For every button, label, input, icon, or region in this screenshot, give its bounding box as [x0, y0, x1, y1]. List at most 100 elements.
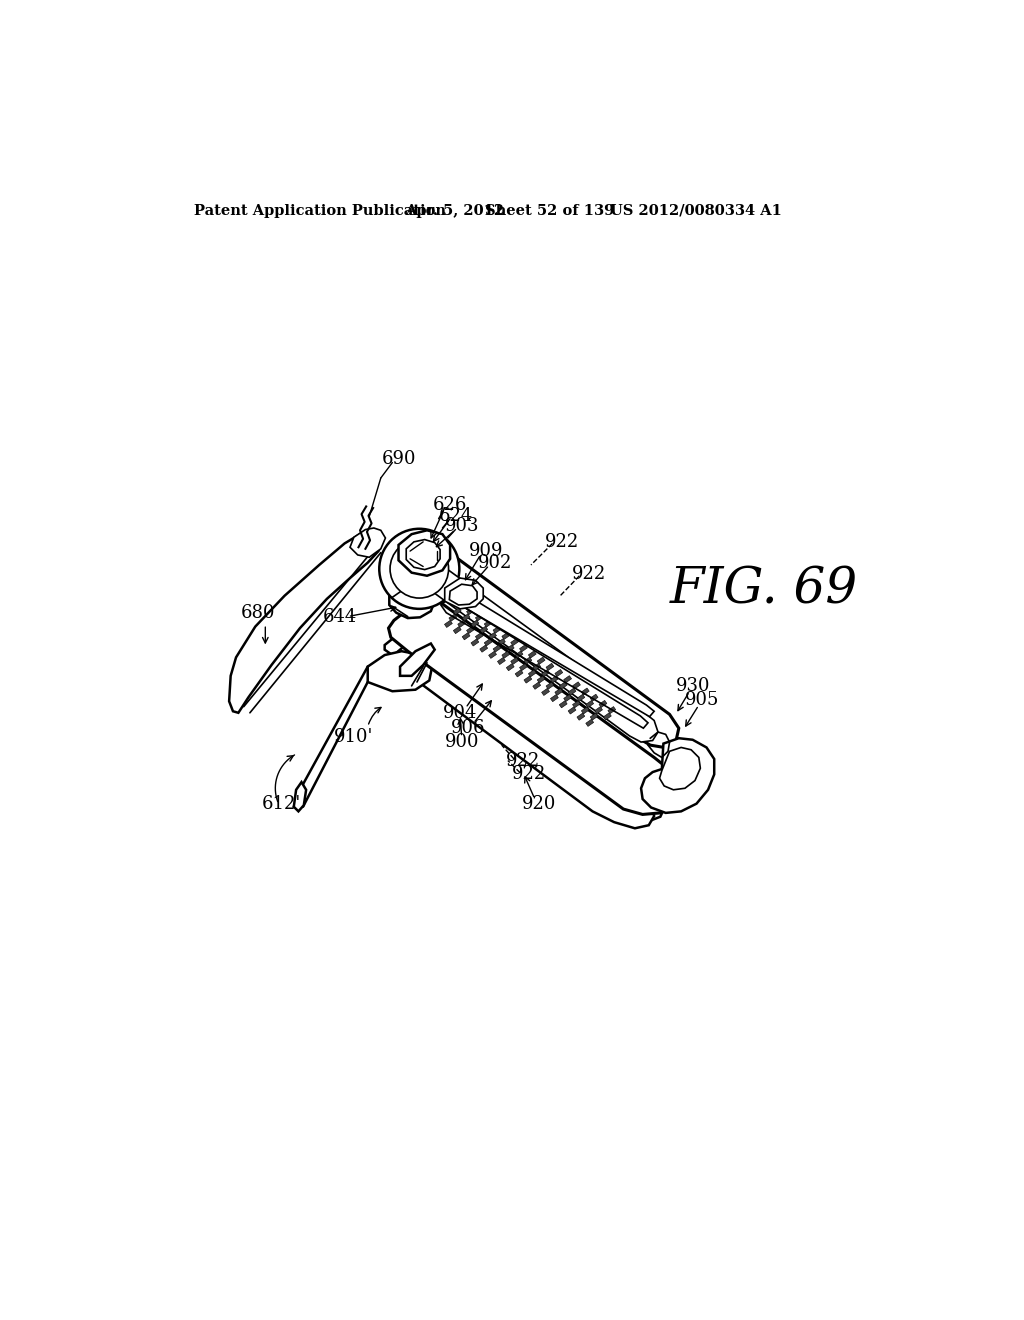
- Polygon shape: [568, 708, 575, 714]
- Polygon shape: [229, 531, 383, 713]
- Polygon shape: [542, 688, 550, 696]
- Polygon shape: [515, 669, 523, 677]
- Polygon shape: [595, 706, 602, 714]
- Polygon shape: [586, 719, 594, 726]
- Text: 906: 906: [451, 719, 485, 737]
- Polygon shape: [400, 644, 435, 676]
- Polygon shape: [590, 713, 598, 721]
- Polygon shape: [493, 645, 501, 652]
- Polygon shape: [546, 682, 554, 689]
- Polygon shape: [502, 632, 510, 639]
- Polygon shape: [519, 664, 527, 671]
- Polygon shape: [389, 583, 435, 618]
- Polygon shape: [454, 627, 461, 634]
- Polygon shape: [454, 607, 461, 615]
- Polygon shape: [462, 614, 470, 620]
- Polygon shape: [502, 651, 510, 659]
- Polygon shape: [467, 607, 474, 615]
- Polygon shape: [641, 738, 714, 813]
- Polygon shape: [350, 528, 385, 557]
- Polygon shape: [471, 639, 479, 645]
- Text: Patent Application Publication: Patent Application Publication: [195, 203, 446, 218]
- Circle shape: [379, 529, 460, 609]
- Polygon shape: [475, 614, 483, 620]
- Polygon shape: [528, 669, 537, 677]
- Text: 612': 612': [262, 795, 301, 813]
- Polygon shape: [532, 682, 541, 689]
- Polygon shape: [568, 688, 575, 696]
- Polygon shape: [416, 544, 679, 747]
- Polygon shape: [294, 781, 306, 812]
- Text: 626: 626: [433, 496, 467, 513]
- Polygon shape: [506, 645, 514, 652]
- Polygon shape: [462, 632, 470, 640]
- Polygon shape: [659, 747, 700, 789]
- Polygon shape: [519, 644, 527, 652]
- Polygon shape: [368, 651, 432, 692]
- Polygon shape: [572, 701, 581, 708]
- Polygon shape: [458, 602, 466, 609]
- Polygon shape: [542, 669, 550, 677]
- Polygon shape: [450, 585, 477, 605]
- Polygon shape: [532, 664, 541, 671]
- Text: 690: 690: [381, 450, 416, 467]
- Polygon shape: [467, 627, 474, 634]
- Polygon shape: [458, 620, 466, 627]
- Text: 922: 922: [512, 766, 547, 783]
- Text: Sheet 52 of 139: Sheet 52 of 139: [484, 203, 614, 218]
- Polygon shape: [506, 664, 514, 671]
- Text: 905: 905: [685, 690, 719, 709]
- Text: 624: 624: [439, 507, 473, 524]
- Polygon shape: [414, 557, 658, 742]
- Polygon shape: [407, 540, 440, 570]
- Polygon shape: [555, 688, 563, 696]
- Polygon shape: [480, 645, 487, 652]
- Text: FIG. 69: FIG. 69: [670, 565, 858, 614]
- Polygon shape: [586, 701, 594, 708]
- Text: Apr. 5, 2012: Apr. 5, 2012: [404, 203, 504, 218]
- Polygon shape: [538, 676, 545, 682]
- Text: 902: 902: [477, 553, 512, 572]
- Polygon shape: [577, 713, 585, 721]
- Text: 644: 644: [323, 607, 357, 626]
- Polygon shape: [582, 706, 589, 714]
- Polygon shape: [389, 631, 654, 829]
- Text: 900: 900: [444, 733, 479, 751]
- Polygon shape: [388, 599, 679, 814]
- Text: 922: 922: [506, 751, 541, 770]
- Polygon shape: [551, 676, 558, 682]
- Polygon shape: [603, 713, 611, 719]
- Polygon shape: [528, 651, 537, 659]
- Polygon shape: [498, 657, 505, 664]
- Polygon shape: [524, 676, 531, 684]
- Polygon shape: [546, 663, 554, 671]
- Polygon shape: [480, 626, 487, 634]
- Polygon shape: [484, 639, 493, 645]
- Text: 680: 680: [241, 603, 274, 622]
- Text: 922: 922: [545, 533, 579, 550]
- Polygon shape: [398, 531, 451, 576]
- Polygon shape: [515, 651, 523, 659]
- Text: US 2012/0080334 A1: US 2012/0080334 A1: [609, 203, 781, 218]
- Polygon shape: [484, 620, 493, 627]
- Text: 909: 909: [469, 543, 504, 560]
- Text: 910': 910': [334, 729, 374, 746]
- Polygon shape: [563, 676, 571, 682]
- Polygon shape: [471, 620, 479, 627]
- Polygon shape: [572, 682, 581, 689]
- Polygon shape: [538, 657, 545, 664]
- Text: 904: 904: [443, 704, 477, 722]
- Text: 903: 903: [444, 517, 479, 536]
- Polygon shape: [582, 688, 589, 696]
- Polygon shape: [488, 632, 497, 640]
- Polygon shape: [446, 587, 654, 717]
- Polygon shape: [559, 682, 567, 689]
- Polygon shape: [559, 701, 567, 708]
- Text: 920: 920: [521, 795, 556, 813]
- Polygon shape: [590, 694, 598, 701]
- Text: 922: 922: [571, 565, 606, 583]
- Polygon shape: [608, 706, 615, 714]
- Polygon shape: [385, 618, 666, 822]
- Text: 930: 930: [676, 677, 710, 694]
- Polygon shape: [488, 651, 497, 659]
